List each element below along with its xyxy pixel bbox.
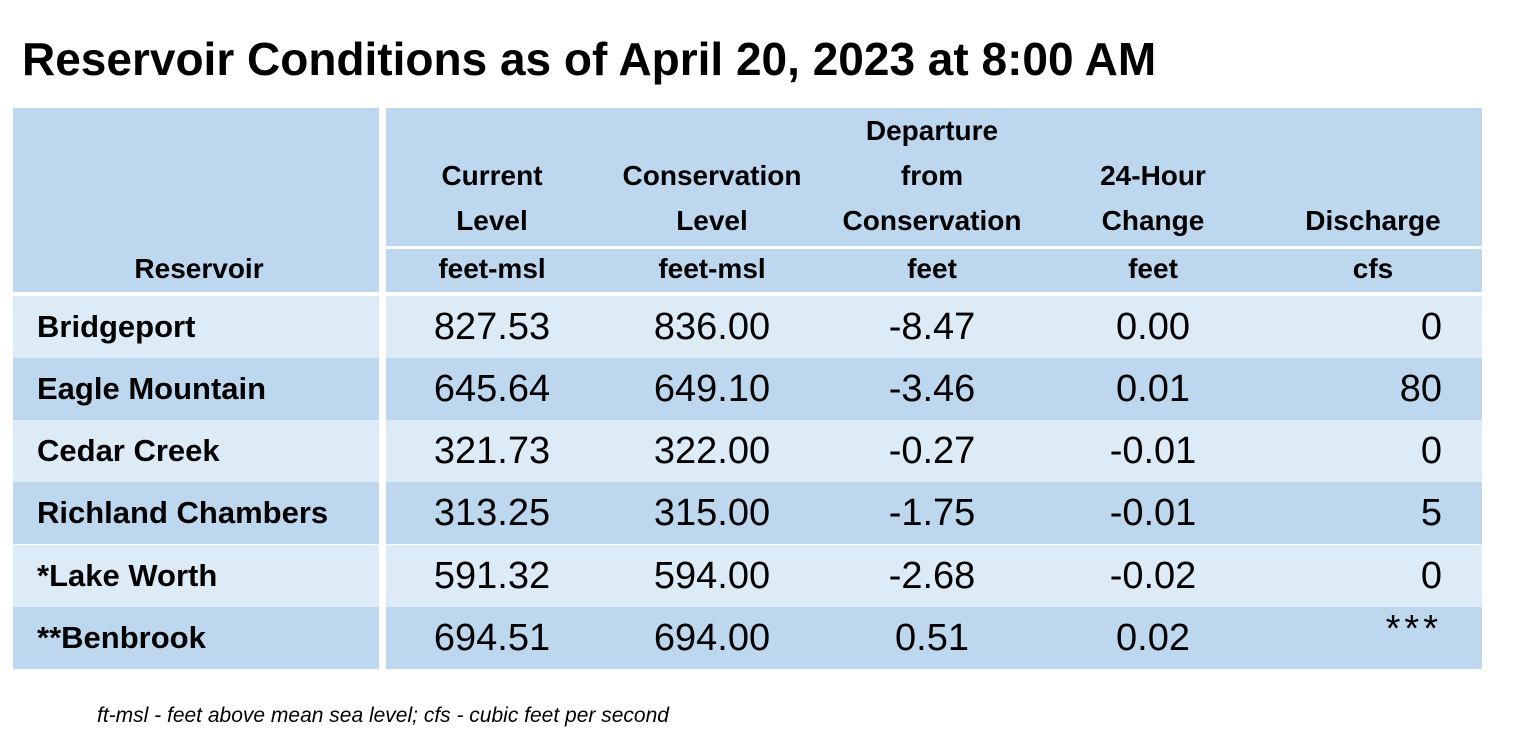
current-level: 645.64 (433, 368, 551, 410)
header-discharge-unit: cfs (1352, 253, 1394, 284)
reservoir-name: Richland Chambers (37, 495, 329, 530)
table-row: *Lake Worth 591.32 594.00 -2.68 -0.02 0 (13, 545, 1482, 607)
header-departure-line3: Conservation (842, 205, 1022, 236)
conservation-level: 694.00 (653, 617, 771, 659)
table-row: Bridgeport 827.53 836.00 -8.47 0.00 0 (13, 296, 1482, 358)
departure-value: -0.27 (888, 430, 976, 472)
row-values-background (386, 358, 1482, 420)
header-conservation-line2: Level (676, 205, 748, 236)
header-change-line2: Change (1101, 205, 1205, 236)
row-name-background (13, 296, 379, 358)
reservoir-name: **Benbrook (37, 620, 206, 655)
change-value: 0.01 (1116, 368, 1190, 410)
discharge-value: *** (1385, 608, 1442, 650)
table-row: Richland Chambers 313.25 315.00 -1.75 -0.01 5 (13, 482, 1482, 544)
current-level: 694.51 (433, 617, 551, 659)
current-level: 591.32 (433, 555, 551, 597)
discharge-value: 5 (1420, 492, 1442, 534)
header-current-line1: Current (441, 160, 543, 191)
current-level: 313.25 (433, 492, 551, 534)
conservation-level: 594.00 (653, 555, 771, 597)
footnote: ft-msl - feet above mean sea level; cfs … (97, 704, 669, 727)
header-discharge-line1: Discharge (1305, 205, 1441, 236)
reservoir-name: Eagle Mountain (37, 371, 267, 406)
reservoir-name: Bridgeport (37, 309, 196, 344)
reservoir-name: Cedar Creek (37, 433, 220, 468)
table-row: **Benbrook 694.51 694.00 0.51 0.02 *** (13, 607, 1482, 669)
page-title: Reservoir Conditions as of April 20, 202… (22, 33, 1157, 85)
header-departure-line2: from (900, 160, 964, 191)
header-conservation-unit: feet-msl (658, 253, 766, 284)
row-name-background (13, 545, 379, 607)
change-value: 0.00 (1116, 306, 1190, 348)
change-value: -0.01 (1109, 492, 1197, 534)
conservation-level: 649.10 (653, 368, 771, 410)
row-values-background (386, 420, 1482, 482)
reservoir-name: *Lake Worth (37, 558, 218, 593)
row-name-background (13, 607, 379, 669)
table-row: Cedar Creek 321.73 322.00 -0.27 -0.01 0 (13, 420, 1482, 482)
departure-value: -3.46 (888, 368, 976, 410)
table-row: Eagle Mountain 645.64 649.10 -3.46 0.01 80 (13, 358, 1482, 420)
current-level: 321.73 (433, 430, 551, 472)
row-values-background (386, 296, 1482, 358)
discharge-value: 0 (1420, 430, 1442, 472)
table-header: Reservoir Current Level feet-msl Conserv… (13, 108, 1482, 292)
row-name-background (13, 420, 379, 482)
header-conservation-line1: Conservation (622, 160, 802, 191)
discharge-value: 0 (1420, 306, 1442, 348)
row-values-background (386, 545, 1482, 607)
conservation-level: 322.00 (653, 430, 771, 472)
discharge-value: 0 (1420, 555, 1442, 597)
header-change-unit: feet (1128, 253, 1178, 284)
change-value: -0.02 (1109, 555, 1197, 597)
discharge-value: 80 (1399, 368, 1442, 410)
row-values-background (386, 607, 1482, 669)
header-departure-line1: Departure (865, 115, 999, 146)
departure-value: 0.51 (895, 617, 969, 659)
header-reservoir: Reservoir (134, 253, 264, 284)
row-values-background (386, 482, 1482, 544)
row-name-background (13, 358, 379, 420)
change-value: 0.02 (1116, 617, 1190, 659)
departure-value: -2.68 (888, 555, 976, 597)
header-cell-titles (386, 108, 1482, 246)
conservation-level: 315.00 (653, 492, 771, 534)
header-current-line2: Level (456, 205, 528, 236)
header-cell-units (386, 249, 1482, 292)
change-value: -0.01 (1109, 430, 1197, 472)
departure-value: -8.47 (888, 306, 976, 348)
conservation-level: 836.00 (653, 306, 771, 348)
header-change-line1: 24-Hour (1100, 160, 1206, 191)
header-cell-reservoir (13, 108, 379, 292)
header-current-unit: feet-msl (438, 253, 546, 284)
header-departure-unit: feet (907, 253, 957, 284)
current-level: 827.53 (433, 306, 551, 348)
departure-value: -1.75 (888, 492, 976, 534)
row-name-background (13, 482, 379, 544)
